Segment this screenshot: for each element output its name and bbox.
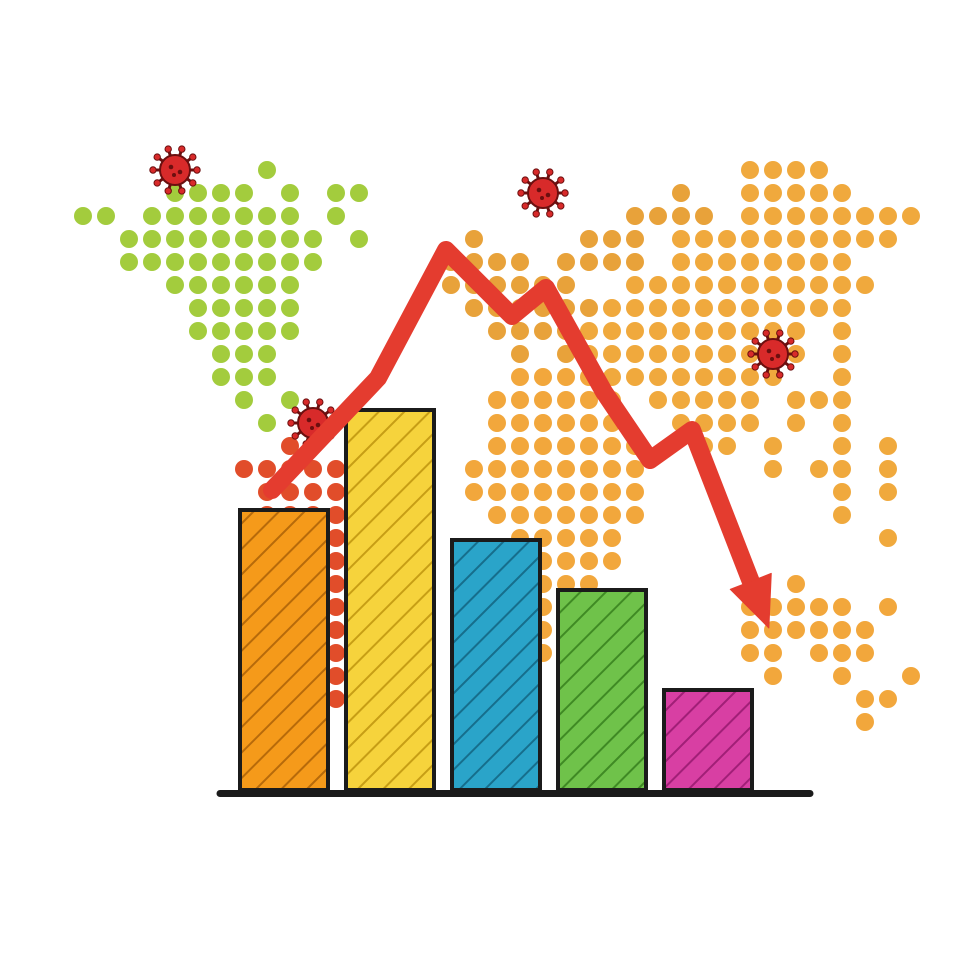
- chart-bar: [558, 590, 646, 790]
- chart-bar: [240, 510, 328, 790]
- trend-arrow-head: [730, 573, 771, 628]
- chart-bar: [664, 690, 752, 790]
- infographic-stage: [0, 0, 980, 980]
- infographic-svg: [0, 0, 980, 980]
- virus-icon: [518, 169, 568, 217]
- chart-bar: [452, 540, 540, 790]
- chart-bar: [346, 410, 434, 790]
